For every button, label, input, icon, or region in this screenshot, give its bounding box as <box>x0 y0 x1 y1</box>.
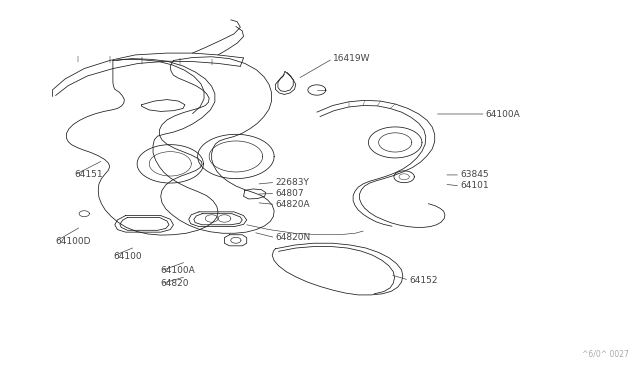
Text: 64100D: 64100D <box>56 237 91 246</box>
Text: 64152: 64152 <box>409 276 438 285</box>
Text: 64151: 64151 <box>75 170 103 179</box>
Text: 64807: 64807 <box>275 189 304 198</box>
Text: 16419W: 16419W <box>333 54 371 63</box>
Text: 64101: 64101 <box>460 182 489 190</box>
Text: 22683Y: 22683Y <box>275 178 309 187</box>
Text: 64100A: 64100A <box>486 109 520 119</box>
Text: 64820A: 64820A <box>275 200 310 209</box>
Text: ^6/0^ 0027: ^6/0^ 0027 <box>582 350 629 359</box>
Text: 64820: 64820 <box>161 279 189 288</box>
Text: 64100: 64100 <box>113 251 141 261</box>
Text: 63845: 63845 <box>460 170 489 179</box>
Text: 64100A: 64100A <box>161 266 195 275</box>
Text: 64820N: 64820N <box>275 233 310 242</box>
